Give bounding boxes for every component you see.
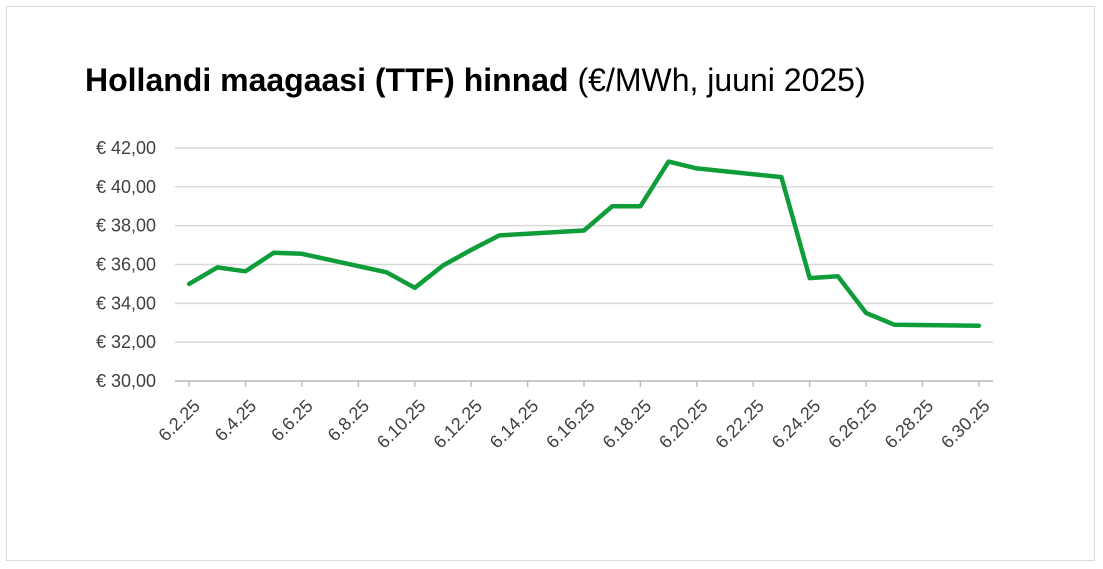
x-tick-label: 6.24.25 — [768, 396, 825, 453]
x-tick-label: 6.4.25 — [211, 396, 261, 446]
chart-title: Hollandi maagaasi (TTF) hinnad (€/MWh, j… — [85, 62, 866, 99]
x-tick-label: 6.30.25 — [937, 396, 994, 453]
x-tick-label: 6.12.25 — [429, 396, 486, 453]
x-tick-label: 6.8.25 — [324, 396, 374, 446]
x-tick-label: 6.20.25 — [655, 396, 712, 453]
x-tick-label: 6.10.25 — [373, 396, 430, 453]
x-tick-label: 6.6.25 — [267, 396, 317, 446]
y-axis: € 30,00 € 32,00 € 34,00 € 36,00 € 38,00 € 40,… — [96, 138, 156, 391]
x-tick-label: 6.18.25 — [599, 396, 656, 453]
x-tick-label: 6.14.25 — [486, 396, 543, 453]
x-tick-label: 6.2.25 — [154, 396, 204, 446]
chart-title-main: Hollandi maagaasi (TTF) hinnad — [85, 62, 569, 98]
x-tick-label: 6.28.25 — [881, 396, 938, 453]
y-tick-label: € 40,00 — [96, 177, 156, 197]
y-tick-label: € 32,00 — [96, 332, 156, 352]
y-tick-label: € 30,00 — [96, 371, 156, 391]
series-line — [186, 159, 982, 328]
x-tick-label: 6.22.25 — [711, 396, 768, 453]
x-axis: 6.2.25 6.4.25 6.6.25 6.8.25 6.10.25 6.12.25 6.… — [154, 380, 994, 453]
gridlines — [175, 147, 993, 382]
chart-subtitle: (€/MWh, juuni 2025) — [577, 62, 866, 98]
x-tick-label: 6.16.25 — [542, 396, 599, 453]
x-tick-label: 6.26.25 — [824, 396, 881, 453]
y-tick-label: € 36,00 — [96, 255, 156, 275]
series-group — [186, 159, 982, 328]
y-tick-label: € 38,00 — [96, 216, 156, 236]
y-tick-label: € 42,00 — [96, 138, 156, 158]
y-tick-label: € 34,00 — [96, 293, 156, 313]
